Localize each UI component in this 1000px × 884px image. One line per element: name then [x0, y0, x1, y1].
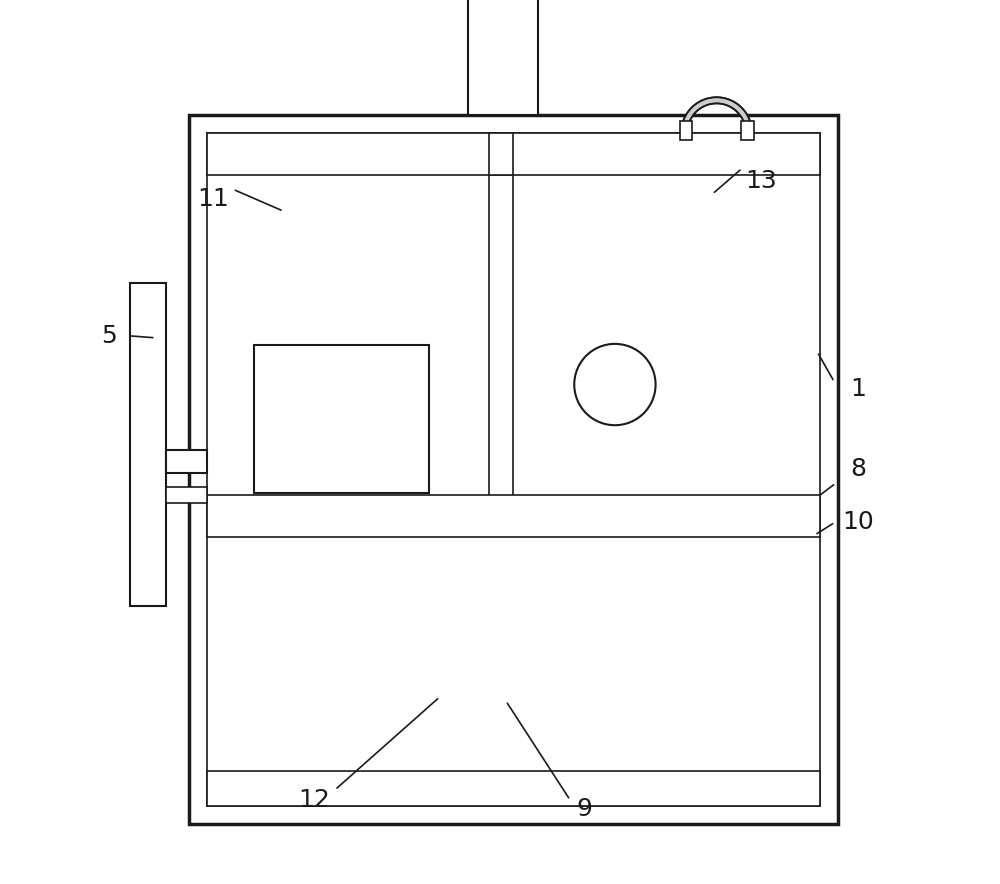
Bar: [489, 133, 513, 175]
Bar: [468, 0, 538, 115]
Text: 8: 8: [850, 456, 866, 481]
Bar: [254, 345, 429, 493]
Text: 5: 5: [101, 324, 117, 348]
Circle shape: [574, 344, 656, 425]
Text: 11: 11: [197, 187, 229, 211]
PathPatch shape: [681, 97, 752, 133]
Text: 9: 9: [576, 796, 592, 821]
Text: 1: 1: [850, 377, 866, 401]
Text: 12: 12: [298, 788, 330, 812]
Bar: [166, 487, 207, 503]
Bar: [207, 495, 820, 537]
Text: 13: 13: [745, 169, 777, 194]
Bar: [741, 121, 754, 141]
Bar: [130, 283, 166, 606]
Bar: [207, 133, 820, 175]
Bar: [207, 771, 820, 806]
Bar: [189, 115, 838, 824]
Bar: [207, 133, 820, 806]
Bar: [207, 175, 489, 495]
Bar: [513, 175, 820, 495]
Text: 10: 10: [842, 509, 874, 534]
Bar: [166, 450, 207, 473]
Bar: [207, 537, 820, 771]
Bar: [680, 121, 692, 141]
